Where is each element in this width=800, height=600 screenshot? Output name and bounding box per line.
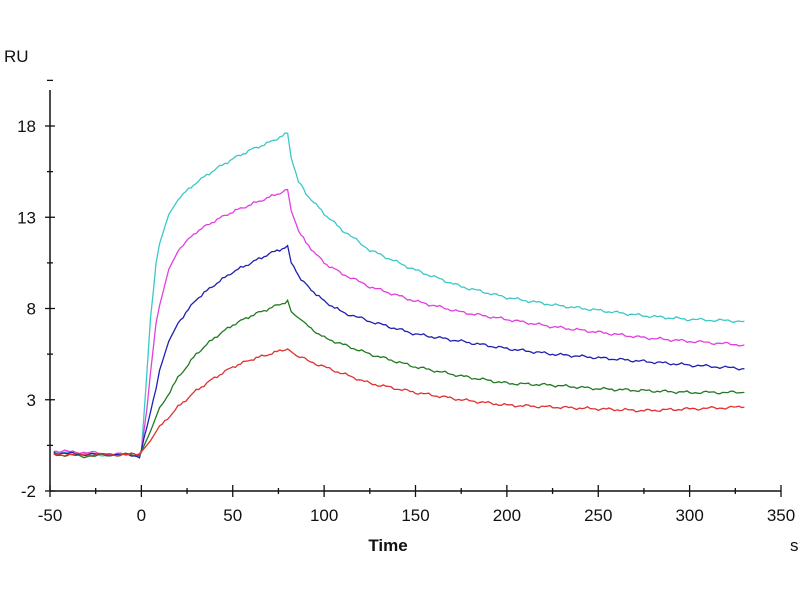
- series-line-5: [53, 348, 745, 457]
- series-layer: [53, 132, 745, 459]
- axes-layer: [49, 90, 781, 492]
- x-tick-label: 300: [675, 506, 703, 525]
- x-tick-label: 250: [584, 506, 612, 525]
- ticks-layer: -50 0 50 100 150 200 250 300 350 -2 3 8 13 18: [17, 79, 795, 525]
- y-axis-label: RU: [4, 47, 29, 66]
- x-tick-label: 200: [493, 506, 521, 525]
- x-axis-unit: s: [790, 536, 799, 555]
- x-tick-label: -50: [38, 506, 63, 525]
- y-tick-label: 8: [27, 300, 36, 319]
- series-line-2: [53, 188, 745, 457]
- y-tick-label: 18: [17, 117, 36, 136]
- x-tick-label: 100: [310, 506, 338, 525]
- y-tick-label: -2: [21, 482, 36, 501]
- x-tick-label: 150: [401, 506, 429, 525]
- y-tick-label: 13: [17, 208, 36, 227]
- x-tick-label: 50: [223, 506, 242, 525]
- x-tick-label: 350: [767, 506, 795, 525]
- y-tick-label: 3: [27, 391, 36, 410]
- series-line-4: [53, 298, 745, 459]
- x-tick-label: 0: [137, 506, 146, 525]
- series-line-3: [53, 244, 745, 459]
- series-line-1: [53, 132, 745, 457]
- x-axis-label: Time: [368, 536, 407, 555]
